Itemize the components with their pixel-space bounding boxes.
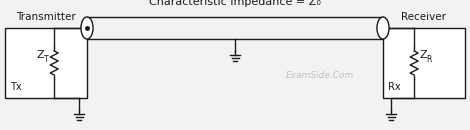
Text: T: T [44, 54, 49, 63]
Text: R: R [426, 54, 431, 63]
Text: Characteristic Impedance = Z₀: Characteristic Impedance = Z₀ [149, 0, 321, 7]
Bar [383, 28, 465, 98]
Ellipse shape [81, 17, 93, 39]
Text: ExamSide.Com: ExamSide.Com [286, 70, 354, 80]
Text: Transmitter: Transmitter [16, 12, 76, 22]
Bar [5, 28, 87, 98]
Text: Tx: Tx [10, 82, 22, 92]
Text: Z: Z [36, 50, 44, 60]
Text: Receiver: Receiver [401, 12, 446, 22]
Text: Rx: Rx [388, 82, 400, 92]
Ellipse shape [377, 17, 389, 39]
Text: Z: Z [419, 50, 427, 60]
